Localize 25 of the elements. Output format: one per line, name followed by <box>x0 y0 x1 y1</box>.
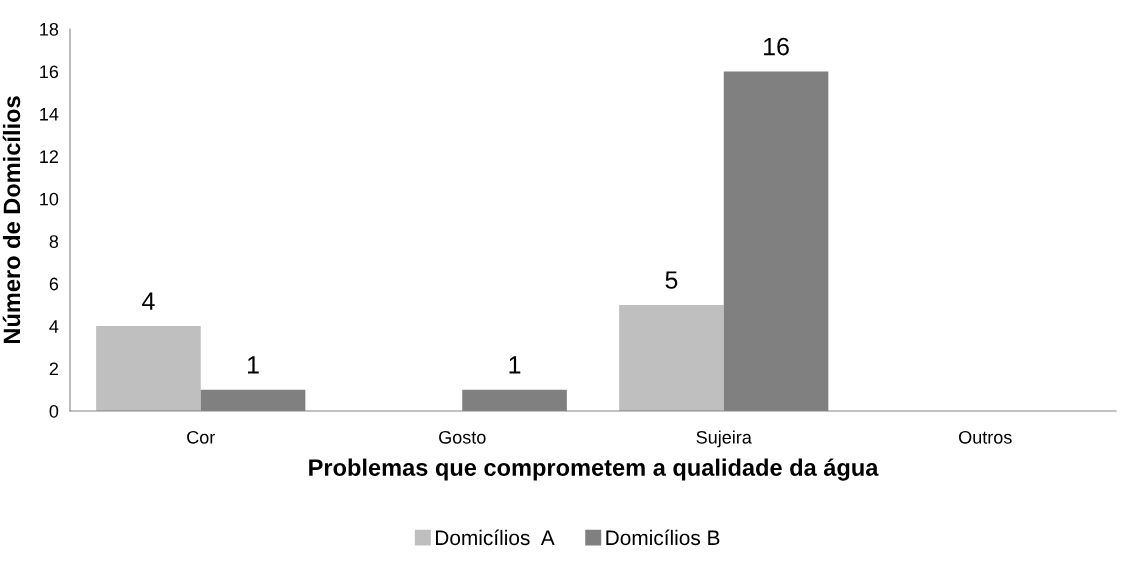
y-tick-label: 2 <box>49 362 58 376</box>
y-tick-label: 16 <box>40 65 59 79</box>
y-tick-label: 14 <box>40 108 59 121</box>
x-tick-label: Sujeira <box>696 430 752 448</box>
y-tick-label: 8 <box>49 235 59 248</box>
y-tick-label: 4 <box>49 320 59 333</box>
legend-label: Domicílios B <box>606 529 720 546</box>
y-axis-title: Número de Domicílios <box>2 96 21 344</box>
y-tick-label: 18 <box>40 22 59 36</box>
data-label: 1 <box>509 356 521 374</box>
bar <box>619 304 724 411</box>
data-label: 16 <box>764 37 789 56</box>
x-tick-label: Outros <box>959 430 1012 444</box>
data-label: 5 <box>665 271 678 289</box>
legend-label: Domicílios A <box>436 529 555 546</box>
y-tick-label: 10 <box>40 192 59 206</box>
data-label: 1 <box>248 356 259 374</box>
x-axis-title: Problemas que comprometem a qualidade da água <box>309 458 879 481</box>
y-tick-label: 6 <box>49 277 59 291</box>
x-tick-label: Cor <box>187 430 215 444</box>
x-tick-label: Gosto <box>439 430 486 444</box>
data-label: 4 <box>142 292 155 310</box>
bar <box>96 326 201 411</box>
y-tick-label: 0 <box>49 404 59 418</box>
y-tick-label: 12 <box>40 150 58 163</box>
